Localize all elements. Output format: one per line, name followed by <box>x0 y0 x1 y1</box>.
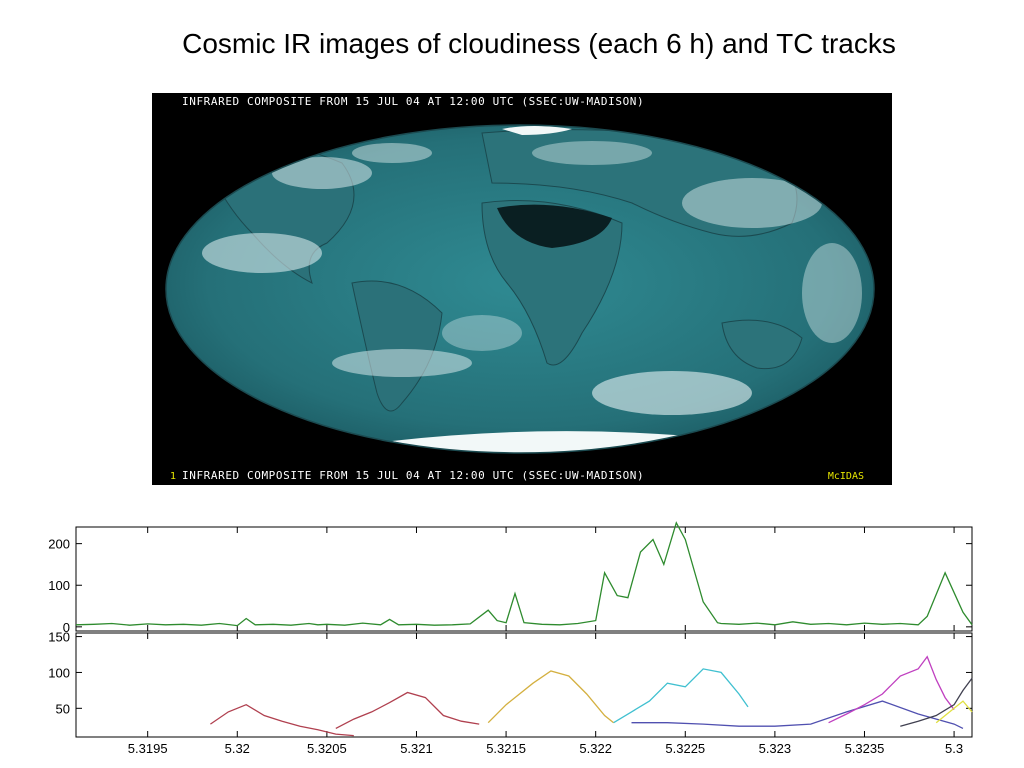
series-line-4 <box>613 668 749 724</box>
y-tick-label: 100 <box>48 665 70 680</box>
cloud-band <box>442 315 522 351</box>
cloudiness-panel: 200 100 0 <box>48 521 973 635</box>
cloud-band <box>272 157 372 189</box>
arctic-ice <box>502 126 572 135</box>
y-tick-label: 100 <box>48 578 70 593</box>
x-tick-label: 5.321 <box>400 741 433 756</box>
x-tick-label: 5.3205 <box>307 741 347 756</box>
x-tick-label: 5.3 <box>945 741 963 756</box>
series-line-8 <box>935 700 973 724</box>
x-tick-label: 5.3195 <box>128 741 168 756</box>
satellite-ir-composite-image: INFRARED COMPOSITE FROM 15 JUL 04 AT 12:… <box>152 93 892 485</box>
australia-landmass <box>721 319 803 370</box>
cloud-band <box>332 349 472 377</box>
cloud-band <box>802 243 862 343</box>
y-tick-label: 150 <box>48 630 70 645</box>
plot-frame <box>75 526 973 632</box>
x-tick-label: 5.3235 <box>845 741 885 756</box>
cloud-band <box>592 371 752 415</box>
africa-landmass <box>481 200 623 366</box>
y-tick-label: 200 <box>48 537 70 552</box>
plot-frame <box>75 632 973 738</box>
series-line-5 <box>631 700 964 729</box>
series-line-2 <box>335 691 480 729</box>
globe-outline <box>165 124 875 454</box>
x-tick-label: 5.3215 <box>486 741 526 756</box>
x-tick-label: 5.3225 <box>665 741 705 756</box>
series-line-6 <box>828 655 955 724</box>
mcidas-logo: McIDAS <box>827 471 864 482</box>
y-tick-label: 0 <box>63 620 70 635</box>
series-line-7 <box>900 677 973 727</box>
x-tick-label: 5.323 <box>759 741 792 756</box>
x-tick-label: 5.322 <box>579 741 612 756</box>
slide-title: Cosmic IR images of cloudiness (each 6 h… <box>182 28 896 59</box>
frame-number: 1 <box>170 471 177 482</box>
sahara-dry-region <box>497 204 612 248</box>
tc-track-panel: 150 100 50 5.3195 5.32 5.3205 5.321 5.3215 5.322… <box>48 630 973 756</box>
image-caption-top: INFRARED COMPOSITE FROM 15 JUL 04 AT 12:… <box>182 95 645 108</box>
series-line-1 <box>210 703 354 737</box>
series-line-1 <box>75 521 973 627</box>
series-line-3 <box>487 670 615 724</box>
cloud-band <box>202 233 322 273</box>
cloud-band <box>532 141 652 165</box>
world-map-mollweide <box>165 124 875 454</box>
y-tick-label: 50 <box>56 701 70 716</box>
x-tick-label: 5.32 <box>225 741 250 756</box>
cloud-band <box>682 178 822 228</box>
cloud-band <box>352 143 432 163</box>
image-caption-bottom: INFRARED COMPOSITE FROM 15 JUL 04 AT 12:… <box>182 469 645 482</box>
